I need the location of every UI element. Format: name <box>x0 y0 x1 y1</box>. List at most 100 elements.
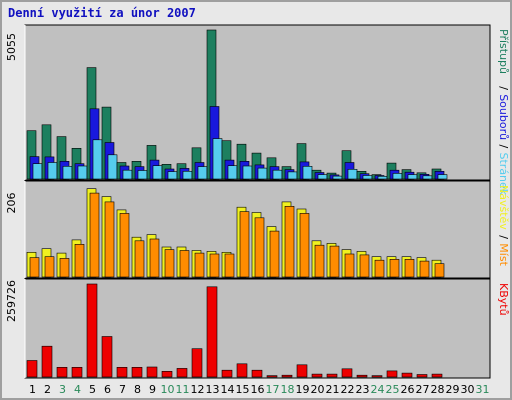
day-label-18: 18 <box>281 383 295 396</box>
chart-title: Denní využití za únor 2007 <box>8 6 196 20</box>
day-label-30: 30 <box>461 383 475 396</box>
bar-kbytes-day-9 <box>146 366 158 378</box>
day-label-8: 8 <box>134 383 141 396</box>
bar-pages-day-6 <box>107 154 118 180</box>
bar-pages-day-3 <box>62 166 73 180</box>
bar-sites-day-1 <box>29 257 40 278</box>
bar-pages-day-8 <box>137 170 148 180</box>
day-label-2: 2 <box>44 383 51 396</box>
day-label-23: 23 <box>356 383 370 396</box>
day-label-16: 16 <box>251 383 265 396</box>
bar-pages-day-22 <box>347 169 358 180</box>
day-label-12: 12 <box>191 383 205 396</box>
bar-kbytes-day-27 <box>416 374 428 378</box>
bar-pages-day-1 <box>32 163 43 180</box>
day-label-6: 6 <box>104 383 111 396</box>
bar-pages-day-10 <box>167 171 178 180</box>
bar-pages-day-26 <box>407 174 418 180</box>
legend-files: Souborů <box>497 94 510 140</box>
day-label-17: 17 <box>266 383 280 396</box>
bar-kbytes-day-3 <box>56 366 68 378</box>
day-label-20: 20 <box>311 383 325 396</box>
bar-sites-day-25 <box>389 258 400 278</box>
day-label-31: 31 <box>476 383 490 396</box>
day-label-5: 5 <box>89 383 96 396</box>
day-label-11: 11 <box>176 383 190 396</box>
bar-sites-day-23 <box>359 254 370 278</box>
bar-kbytes-day-16 <box>251 369 263 378</box>
bar-sites-day-12 <box>194 252 205 278</box>
bar-sites-day-26 <box>404 258 415 278</box>
bar-kbytes-day-22 <box>341 368 353 378</box>
bar-kbytes-day-15 <box>236 363 248 378</box>
bar-pages-day-4 <box>77 165 88 180</box>
bar-sites-day-4 <box>74 244 85 278</box>
bar-kbytes-day-18 <box>281 374 293 378</box>
bar-sites-day-6 <box>104 201 115 278</box>
bar-sites-day-5 <box>89 192 100 278</box>
day-label-21: 21 <box>326 383 340 396</box>
legend-separator: / <box>497 145 510 149</box>
day-label-27: 27 <box>416 383 430 396</box>
day-label-22: 22 <box>341 383 355 396</box>
bar-sites-day-20 <box>314 244 325 278</box>
bar-kbytes-day-6 <box>101 336 113 378</box>
kbytes-panel-max-label: 259726 <box>5 280 18 322</box>
bar-sites-day-17 <box>269 230 280 278</box>
bar-sites-day-21 <box>329 245 340 278</box>
bar-pages-day-28 <box>437 174 448 180</box>
day-label-13: 13 <box>206 383 220 396</box>
bar-sites-day-7 <box>119 213 130 278</box>
day-label-25: 25 <box>386 383 400 396</box>
day-label-28: 28 <box>431 383 445 396</box>
visits-panel-max-label: 206 <box>5 193 18 214</box>
bar-sites-day-24 <box>374 259 385 278</box>
bar-kbytes-day-25 <box>386 370 398 378</box>
bar-pages-day-2 <box>47 162 58 180</box>
day-label-24: 24 <box>371 383 385 396</box>
day-label-7: 7 <box>119 383 126 396</box>
bar-kbytes-day-4 <box>71 366 83 378</box>
day-label-15: 15 <box>236 383 250 396</box>
bar-kbytes-day-11 <box>176 368 188 378</box>
bar-kbytes-day-17 <box>266 375 278 378</box>
day-label-9: 9 <box>149 383 156 396</box>
bar-sites-day-2 <box>44 256 55 278</box>
bar-pages-day-7 <box>122 169 133 180</box>
bar-kbytes-day-26 <box>401 372 413 378</box>
bar-pages-day-21 <box>332 175 343 180</box>
bar-kbytes-day-20 <box>311 373 323 378</box>
bar-sites-day-22 <box>344 253 355 278</box>
day-label-26: 26 <box>401 383 415 396</box>
bar-sites-day-9 <box>149 238 160 278</box>
legend-pages: Stránek <box>497 153 510 196</box>
day-label-4: 4 <box>74 383 81 396</box>
bar-sites-day-3 <box>59 258 70 278</box>
bar-pages-day-5 <box>92 139 103 180</box>
bar-kbytes-day-10 <box>161 370 173 378</box>
legend-kbytes: KBytů <box>497 283 510 316</box>
bar-sites-day-11 <box>179 250 190 278</box>
bar-pages-day-17 <box>272 169 283 180</box>
bar-kbytes-day-24 <box>371 375 383 378</box>
day-label-29: 29 <box>446 383 460 396</box>
day-label-10: 10 <box>161 383 175 396</box>
legend-visits: Návštěv <box>497 185 510 230</box>
day-label-1: 1 <box>29 383 36 396</box>
bar-pages-day-25 <box>392 173 403 180</box>
bar-kbytes-day-21 <box>326 373 338 378</box>
bar-pages-day-13 <box>212 138 223 180</box>
bar-pages-day-20 <box>317 174 328 180</box>
bar-sites-day-10 <box>164 249 175 278</box>
bar-sites-day-16 <box>254 217 265 278</box>
bar-kbytes-day-13 <box>206 286 218 378</box>
day-label-3: 3 <box>59 383 66 396</box>
bar-pages-day-24 <box>377 176 388 180</box>
visits-panel: 206 Návštěv / Míst <box>5 180 510 279</box>
bar-pages-day-14 <box>227 165 238 180</box>
kbytes-panel: 259726 KBytů <box>5 278 510 379</box>
bar-kbytes-day-23 <box>356 374 368 378</box>
bar-kbytes-day-7 <box>116 366 128 378</box>
bar-pages-day-27 <box>422 175 433 180</box>
